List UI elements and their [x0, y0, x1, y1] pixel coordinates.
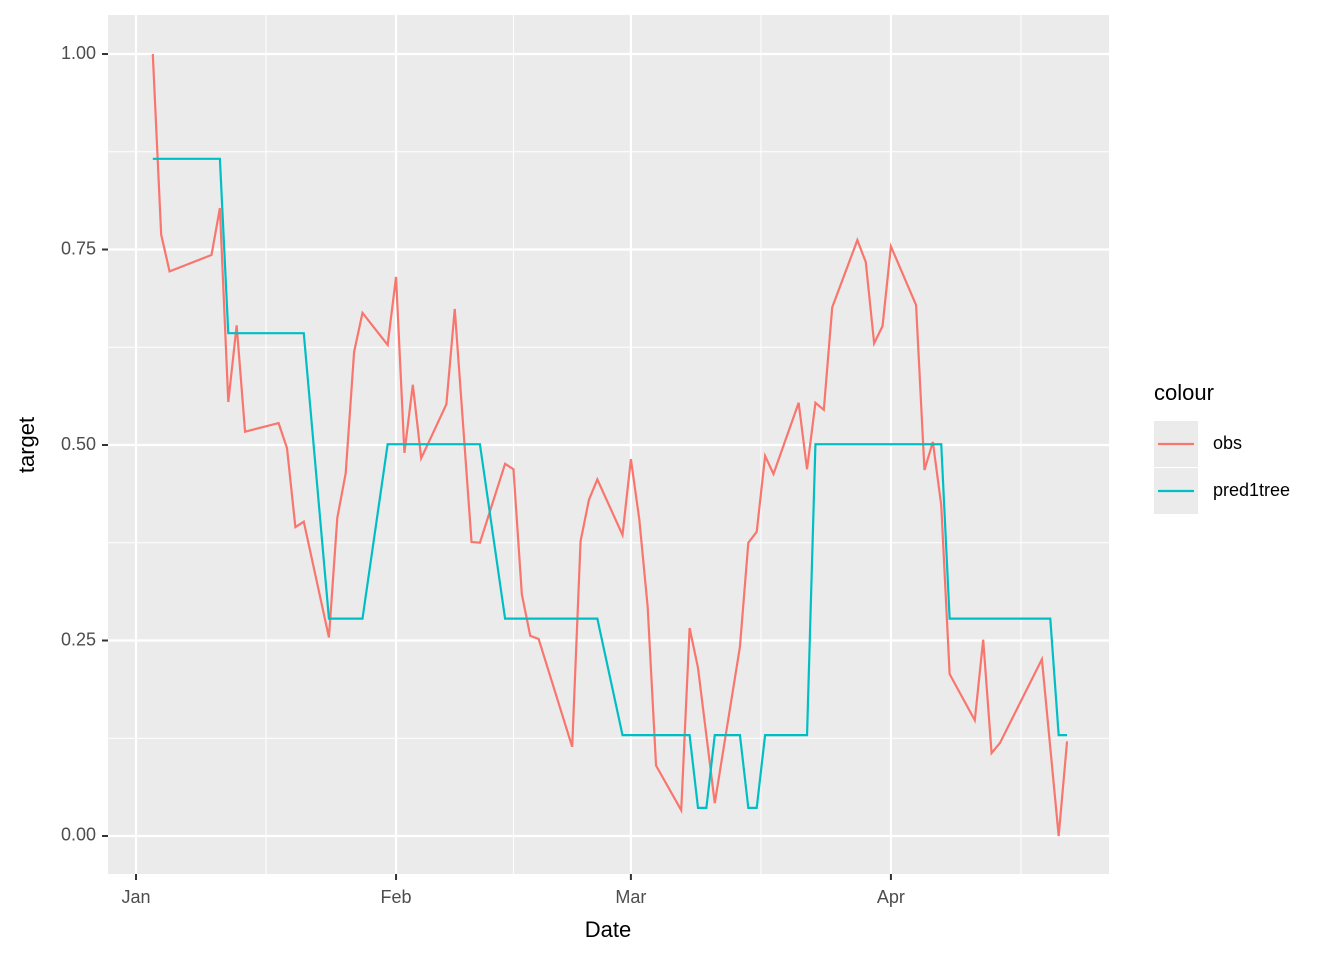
x-tick-label: Jan	[121, 887, 150, 907]
y-tick-label: 0.75	[61, 238, 96, 258]
y-axis-title: target	[14, 417, 39, 473]
line-series	[152, 157, 1068, 809]
x-axis-title: Date	[585, 917, 631, 942]
legend-label: obs	[1213, 433, 1242, 453]
y-tick-label: 0.00	[61, 825, 96, 845]
x-tick-label: Feb	[381, 887, 412, 907]
line-series	[151, 53, 1069, 837]
y-tick-label: 0.50	[61, 434, 96, 454]
x-tick-label: Apr	[877, 887, 905, 907]
legend-title: colour	[1154, 380, 1214, 405]
legend-label: pred1tree	[1213, 480, 1290, 500]
x-tick-label: Mar	[615, 887, 646, 907]
y-tick-label: 0.25	[61, 629, 96, 649]
y-tick-label: 1.00	[61, 43, 96, 63]
